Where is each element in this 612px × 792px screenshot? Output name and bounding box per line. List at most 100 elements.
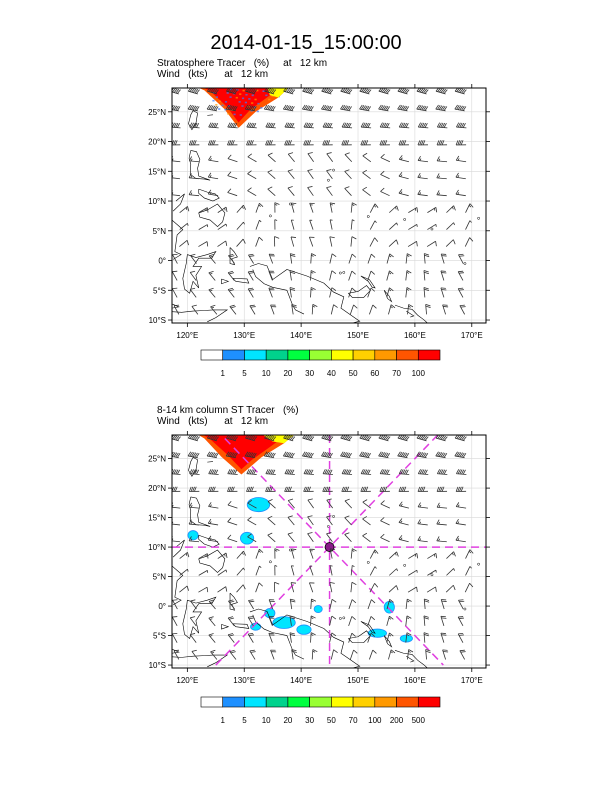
wind-barb [348,287,356,298]
wind-barb [198,586,209,593]
wind-barb [423,632,429,643]
coastline [229,592,238,611]
wind-barb [330,304,338,315]
wind-barb [388,649,396,660]
wind-barb [457,270,464,281]
wind-barb [326,532,333,543]
wind-barb [440,253,447,264]
wind-barb [287,152,295,163]
wind-barb [367,599,376,610]
wind-barb [274,236,280,247]
wind-barb [454,104,467,112]
colorbar-label: 1 [221,369,226,378]
wind-barb [405,253,412,264]
wind-barb [326,152,334,163]
tracer-speckle [218,100,221,103]
wind-barb [246,140,257,146]
colorbar-swatch [352,696,376,708]
wind-barb [427,552,438,559]
coastline [198,203,226,228]
wind-barb [247,287,255,298]
wind-barb [423,253,430,264]
tracer-speckle [226,92,229,94]
wind-barb [236,221,245,230]
wind-barb [309,202,315,213]
wind-barb [309,236,315,247]
wind-barb [360,122,372,129]
wind-barb [236,567,245,576]
island-outline [366,215,370,218]
colorbar-label: 50 [327,716,336,725]
wind-barb [340,451,352,459]
tracer-speckle [256,89,259,92]
wind-barb [326,186,333,196]
wind-barb [329,598,337,610]
lat-tick-label: 10°S [149,316,166,325]
panel2-line2: Wind (kts) at 12 km [157,416,269,427]
wind-barb [407,304,414,315]
wind-barb [309,582,315,593]
lat-tick-label: 25°N [148,455,166,464]
colorbar-swatch [309,696,332,708]
map-panel-1: 120°E 130°E 140°E 150°E 160°E 170°E25°N20°N15… [148,84,490,378]
wind-barb [290,582,297,593]
wind-barb [367,632,375,643]
wind-barb [405,615,412,626]
wind-barb [189,122,200,129]
island-outline [342,616,346,620]
wind-barb [268,287,275,298]
wind-barb [290,219,295,230]
wind-barb [227,171,238,180]
colorbar-swatch [244,349,267,361]
tracer-blob [296,624,312,635]
wind-barb [322,469,334,475]
wind-barb [282,451,295,459]
wind-barb [455,535,466,543]
wind-barb [274,219,278,230]
wind-barb [210,649,218,660]
wind-barb [303,122,314,129]
wind-barb [172,253,178,264]
wind-barb [455,502,467,509]
colorbar-swatch [200,696,224,708]
tracer-speckle [257,102,260,105]
wind-barb [227,122,238,129]
wind-barb [408,553,419,559]
island-outline [342,271,346,274]
wind-barb [369,649,377,660]
wind-barb [408,569,418,576]
wind-barb [207,486,219,492]
lat-tick-label: 15°N [148,167,166,176]
island-outline [339,617,342,620]
colorbar-1: 1 5 10 20 30 40 50 60 70 100 [200,349,441,378]
wind-barb [227,517,238,526]
wind-barb [291,649,297,660]
wind-barb [398,469,410,475]
wind-barb [436,140,448,146]
wind-barb [457,632,464,643]
wind-barb [465,203,474,213]
wind-barb [329,582,335,593]
colorbar-label: 1 [221,716,226,725]
coastline [252,269,305,315]
wind-barb [459,304,466,315]
island-outline [477,562,480,566]
wind-barb [267,515,276,526]
wind-barb [187,451,200,459]
wind-barb [206,451,219,459]
wind-barb [367,287,375,298]
wind-barb [188,502,200,509]
coastline [172,303,180,309]
wind-barb [362,186,371,197]
wind-barb [445,239,456,247]
wind-barb [379,469,391,475]
wind-barb [405,270,412,281]
wind-barb [407,649,414,660]
coastline [198,549,226,573]
wind-barb [283,435,296,442]
wind-barb [457,287,464,298]
tracer-speckle [238,101,241,103]
lon-tick-label: 140°E [290,676,312,685]
wind-barb [380,153,391,163]
